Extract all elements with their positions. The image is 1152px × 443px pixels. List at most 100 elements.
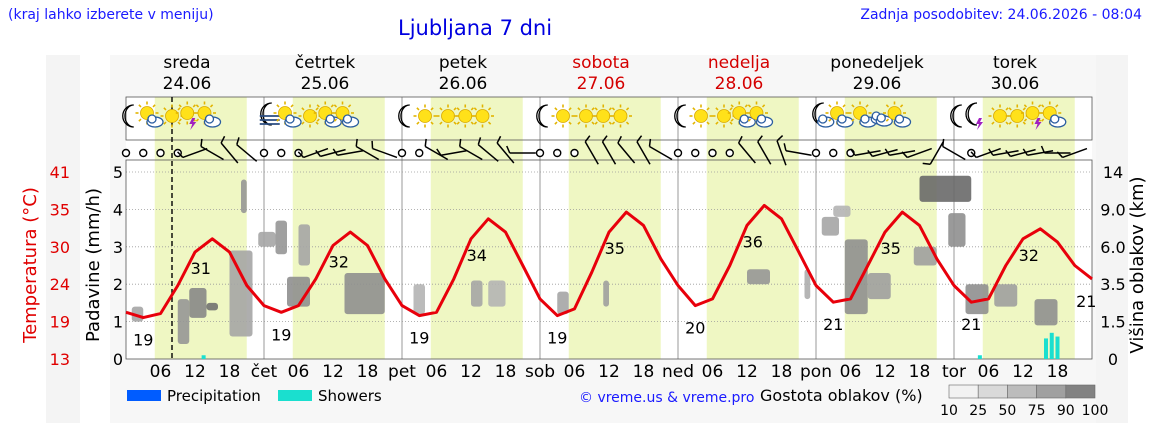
temp-tick: 30 (50, 238, 70, 257)
wind-calm (123, 150, 130, 157)
sun-disc (1026, 107, 1039, 120)
cloud-height-tick: 6.0 (1100, 238, 1125, 257)
x-tick: 12 (322, 362, 344, 382)
x-tick: 06 (840, 362, 862, 382)
x-tick: 12 (874, 362, 896, 382)
temperature-label: 21 (1076, 292, 1096, 311)
wind-calm (416, 150, 423, 157)
cloud-blob (241, 179, 247, 213)
wind-calm (813, 150, 820, 157)
shower-bar (1050, 333, 1054, 359)
x-tick: 18 (219, 362, 241, 382)
temperature-label: 32 (1019, 246, 1039, 265)
showers-swatch (278, 390, 312, 401)
cloud-height-tick: 14 (1103, 163, 1123, 182)
x-tick: 18 (771, 362, 793, 382)
day-name: ponedeljek (830, 53, 924, 73)
sun-disc (718, 110, 731, 123)
cloud-shape (206, 115, 214, 123)
cloud-blob (258, 232, 275, 247)
daylight-band (845, 97, 937, 359)
precip-tick: 0 (113, 350, 123, 369)
wind-calm (537, 150, 544, 157)
wind-calm (675, 150, 682, 157)
cloud-blob (414, 284, 426, 314)
day-date: 29.06 (853, 74, 902, 94)
x-tick: čet (251, 362, 278, 382)
cloud-shape (819, 115, 827, 123)
day-date: 30.06 (991, 74, 1040, 94)
shower-bar (1056, 337, 1060, 359)
temperature-label: 19 (133, 331, 153, 350)
wind-calm (830, 150, 837, 157)
x-tick: 06 (564, 362, 586, 382)
sun-disc (442, 110, 455, 123)
temperature-label: 36 (743, 232, 763, 251)
cloud-blob (920, 176, 972, 202)
wind-calm (278, 150, 285, 157)
daylight-band (431, 97, 523, 359)
cloud-blob (603, 280, 609, 306)
day-name: sreda (163, 53, 210, 73)
sun-disc (304, 110, 317, 123)
temperature-label: 19 (547, 329, 567, 348)
x-tick: 06 (978, 362, 1000, 382)
sun-disc (1011, 110, 1024, 123)
cloud-scale-swatch (1066, 385, 1095, 398)
temperature-label: 34 (467, 246, 487, 265)
precipitation-legend: Precipitation (167, 387, 261, 405)
wind-calm (157, 150, 164, 157)
cloud-blob (994, 284, 1017, 306)
sun-disc (181, 107, 194, 120)
precip-tick: 5 (113, 163, 123, 182)
cloud-scale-label: 90 (1057, 403, 1075, 419)
day-name: četrtek (295, 53, 356, 73)
cloud-shape (877, 114, 885, 122)
cloud-blob (178, 299, 190, 344)
cloud-blob (833, 206, 850, 217)
cloud-height-tick: 1.5 (1100, 313, 1125, 332)
sun-disc (419, 110, 432, 123)
wind-calm (692, 150, 699, 157)
sun-disc (166, 110, 179, 123)
wind-calm (554, 150, 561, 157)
x-tick: 06 (150, 362, 172, 382)
cloud-shape (286, 115, 294, 123)
cloud-blob (1035, 299, 1058, 325)
cloud-shape (758, 115, 766, 123)
day-name: torek (993, 53, 1037, 73)
cloud-shape (1051, 115, 1059, 123)
sun-disc (695, 110, 708, 123)
temp-tick: 13 (50, 350, 70, 369)
x-tick: 06 (426, 362, 448, 382)
cloud-density-title: Gostota oblakov (%) (760, 386, 923, 405)
showers-legend: Showers (318, 387, 382, 405)
precip-tick: 2 (113, 275, 123, 294)
cloud-blob (747, 269, 770, 284)
shower-bar (978, 355, 982, 359)
cloud-blob (345, 273, 385, 314)
x-tick: 12 (598, 362, 620, 382)
wind-calm (261, 150, 268, 157)
temp-tick: 35 (50, 200, 70, 219)
cloud-blob (822, 217, 839, 236)
cloud-scale-label: 25 (969, 403, 987, 419)
cloud-scale-label: 75 (1028, 403, 1046, 419)
precip-axis-label: Padavine (mm/h) (83, 188, 104, 342)
temperature-label: 32 (329, 252, 349, 271)
x-tick: tor (942, 362, 966, 382)
cloud-shape (148, 115, 156, 123)
cloud-shape (896, 115, 904, 123)
temperature-label: 19 (271, 325, 291, 344)
cloud-blob (230, 251, 253, 337)
temperature-label: 21 (961, 315, 981, 334)
sun-disc (614, 110, 627, 123)
cloud-blob (488, 280, 505, 306)
x-tick: 18 (633, 362, 655, 382)
x-tick: ned (662, 362, 694, 382)
shower-bar (202, 355, 206, 359)
cloud-height-tick: 3.5 (1100, 275, 1125, 294)
x-tick: 18 (909, 362, 931, 382)
shower-bar (1044, 338, 1048, 359)
cloud-scale-label: 100 (1082, 403, 1109, 419)
